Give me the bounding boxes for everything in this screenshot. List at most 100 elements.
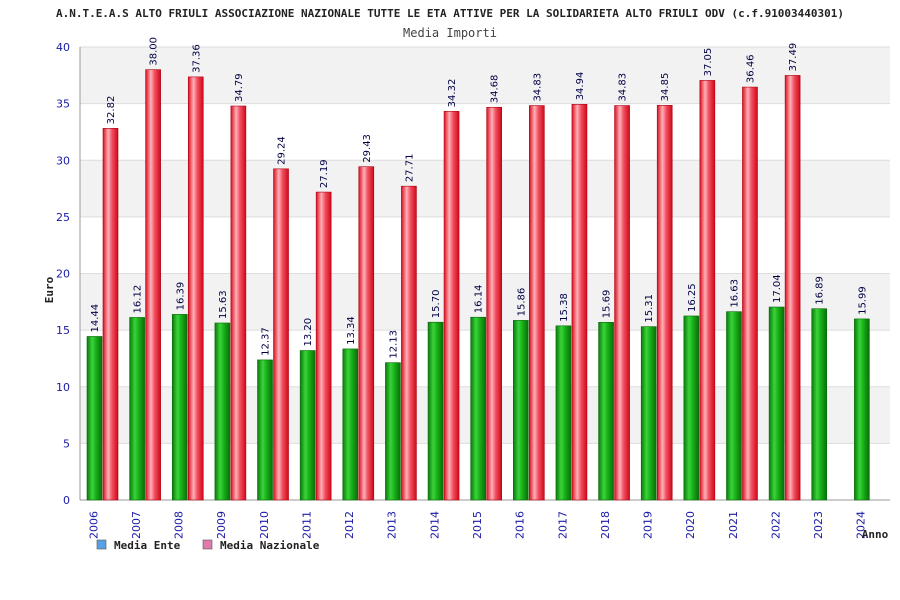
x-tick-label: 2021 [727, 511, 740, 539]
data-label: 16.12 [133, 285, 144, 314]
bar-media-ente [257, 359, 273, 501]
bar-media-ente [640, 326, 657, 501]
bar-media-ente [726, 311, 742, 501]
bar-media-ente [811, 308, 828, 501]
bar-media-nazionale [486, 106, 502, 501]
bar-media-nazionale [529, 105, 545, 501]
bar-media-ente [342, 348, 359, 501]
data-label: 16.63 [729, 279, 740, 308]
bar-media-nazionale [699, 80, 716, 501]
bar-media-nazionale [784, 75, 801, 501]
bar-media-ente [385, 362, 401, 501]
data-label: 12.13 [388, 330, 399, 359]
bar-media-nazionale [102, 128, 119, 501]
bar-media-nazionale [614, 105, 630, 501]
x-tick-label: 2014 [428, 511, 441, 539]
x-tick-label: 2010 [258, 511, 271, 539]
data-label: 13.20 [303, 318, 314, 347]
bar-media-nazionale [656, 105, 673, 501]
data-label: 15.99 [857, 286, 868, 315]
data-label: 29.24 [277, 136, 288, 165]
bar-media-ente [598, 322, 614, 501]
data-label: 16.39 [175, 282, 186, 311]
x-tick-label: 2006 [87, 511, 100, 539]
bar-media-ente [470, 316, 486, 501]
data-label: 32.82 [106, 96, 117, 125]
y-tick-label: 5 [63, 437, 70, 450]
data-label: 27.19 [319, 159, 330, 188]
data-label: 36.46 [745, 54, 756, 83]
y-tick-label: 30 [56, 154, 70, 167]
legend-swatch [202, 539, 213, 550]
data-label: 38.00 [149, 37, 160, 66]
legend: Media Ente Media Nazionale [96, 539, 320, 552]
x-tick-label: 2020 [684, 511, 697, 539]
y-tick-label: 40 [56, 41, 70, 54]
data-label: 34.94 [575, 72, 586, 101]
legend-label: Media Ente [114, 539, 181, 552]
bar-media-nazionale [145, 69, 161, 501]
x-tick-label: 2017 [556, 511, 569, 539]
bar-media-nazionale [443, 111, 460, 501]
data-label: 37.49 [788, 43, 799, 72]
data-label: 37.36 [191, 44, 202, 73]
bar-media-ente [768, 306, 785, 501]
bars [86, 69, 870, 501]
bar-media-ente [683, 315, 700, 501]
data-label: 16.25 [687, 283, 698, 312]
data-label: 34.83 [618, 73, 629, 102]
data-label: 34.79 [234, 73, 245, 102]
data-label: 34.32 [447, 79, 458, 108]
x-tick-label: 2018 [599, 511, 612, 539]
x-tick-label: 2007 [130, 511, 143, 539]
bar-media-ente [214, 322, 231, 501]
y-tick-label: 0 [63, 494, 70, 507]
bar-media-ente [86, 336, 103, 501]
data-label: 17.04 [772, 274, 783, 303]
data-label: 15.63 [218, 290, 229, 319]
data-label: 14.44 [90, 304, 101, 333]
bar-media-ente [854, 318, 870, 501]
x-axis-label: Anno [862, 528, 889, 541]
y-tick-label: 15 [56, 324, 70, 337]
y-tick-label: 25 [56, 211, 70, 224]
bar-media-ente [555, 325, 572, 501]
x-tick-label: 2023 [812, 511, 825, 539]
data-label: 34.83 [532, 73, 543, 102]
bar-media-nazionale [230, 105, 247, 501]
legend-label: Media Nazionale [220, 539, 320, 552]
data-label: 27.71 [404, 154, 415, 183]
data-label: 16.89 [815, 276, 826, 305]
y-tick-label: 35 [56, 98, 70, 111]
bar-media-ente [129, 317, 145, 501]
chart-title: A.N.T.E.A.S ALTO FRIULI ASSOCIAZIONE NAZ… [56, 7, 844, 20]
y-tick-label: 20 [56, 268, 70, 281]
x-tick-label: 2013 [386, 511, 399, 539]
data-label: 15.31 [644, 294, 655, 323]
bar-media-nazionale [571, 104, 588, 501]
data-label: 12.37 [261, 327, 272, 356]
x-tick-label: 2009 [215, 511, 228, 539]
data-label: 13.34 [346, 316, 357, 345]
bar-media-ente [299, 350, 316, 501]
bar-media-nazionale [358, 166, 375, 501]
data-labels: 14.44 16.12 16.39 15.63 12.37 13.20 13.34 12.13… [90, 37, 868, 359]
bar-media-nazionale [401, 185, 417, 501]
x-tick-label: 2022 [769, 511, 782, 539]
data-label: 15.70 [431, 290, 442, 319]
bar-media-ente [427, 321, 444, 501]
bar-media-nazionale [315, 191, 332, 501]
data-label: 34.85 [660, 73, 671, 102]
data-label: 29.43 [362, 134, 373, 163]
data-label: 34.68 [490, 75, 501, 104]
bar-media-ente [513, 320, 529, 501]
x-tick-label: 2008 [173, 511, 186, 539]
x-tick-label: 2012 [343, 511, 356, 539]
x-tick-label: 2024 [855, 511, 868, 539]
data-label: 15.86 [516, 288, 527, 317]
x-tick-label: 2011 [300, 511, 313, 539]
bar-media-nazionale [187, 76, 204, 501]
chart-subtitle: Media Importi [403, 26, 497, 40]
